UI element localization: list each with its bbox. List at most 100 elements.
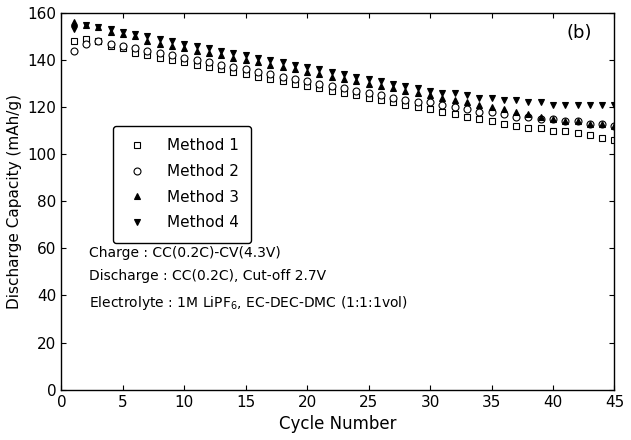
Method 1 — [254, 74, 262, 79]
Method 4 — [414, 86, 422, 91]
Method 2 — [266, 72, 274, 77]
Method 1 — [279, 79, 286, 84]
Line: Method 4: Method 4 — [70, 21, 618, 108]
Method 4 — [451, 90, 459, 95]
Method 3 — [402, 88, 410, 93]
Method 1 — [131, 50, 139, 55]
Line: Method 1: Method 1 — [70, 35, 618, 143]
Method 1 — [304, 83, 311, 88]
Method 2 — [414, 100, 422, 105]
Method 4 — [353, 74, 360, 79]
Method 4 — [365, 76, 372, 81]
Method 2 — [488, 109, 495, 114]
Method 3 — [611, 123, 618, 128]
Method 4 — [304, 64, 311, 70]
Method 1 — [107, 43, 114, 48]
Line: Method 3: Method 3 — [70, 19, 618, 129]
Method 3 — [205, 50, 213, 55]
Method 4 — [439, 90, 446, 95]
Method 3 — [562, 119, 569, 124]
Method 3 — [451, 97, 459, 103]
Method 1 — [598, 135, 606, 140]
Method 1 — [463, 114, 471, 119]
Method 4 — [95, 25, 102, 30]
Method 2 — [107, 41, 114, 46]
Method 4 — [512, 97, 520, 103]
Method 1 — [574, 130, 581, 136]
Method 4 — [266, 57, 274, 62]
Method 2 — [254, 69, 262, 74]
Method 1 — [119, 46, 127, 51]
Method 4 — [377, 79, 385, 84]
Method 4 — [192, 43, 200, 48]
Method 3 — [439, 95, 446, 100]
Method 2 — [156, 50, 163, 55]
Method 3 — [156, 41, 163, 46]
Method 2 — [328, 83, 336, 88]
Method 2 — [524, 114, 532, 119]
Method 1 — [439, 109, 446, 114]
Method 3 — [168, 43, 176, 48]
Method 2 — [119, 43, 127, 48]
Method 3 — [304, 69, 311, 74]
Method 1 — [562, 128, 569, 133]
Method 2 — [549, 116, 557, 121]
Method 1 — [144, 53, 151, 58]
Method 1 — [70, 39, 78, 44]
Method 4 — [574, 102, 581, 107]
Method 1 — [377, 97, 385, 103]
Method 3 — [107, 29, 114, 34]
Method 2 — [205, 60, 213, 65]
Method 4 — [217, 48, 225, 53]
Method 4 — [500, 97, 507, 103]
Method 4 — [144, 34, 151, 39]
Method 1 — [365, 95, 372, 100]
Method 4 — [549, 102, 557, 107]
Method 2 — [304, 79, 311, 84]
Method 3 — [512, 109, 520, 114]
Method 3 — [230, 55, 237, 60]
Method 4 — [131, 32, 139, 37]
Method 4 — [463, 93, 471, 98]
Method 3 — [291, 67, 298, 72]
Method 3 — [524, 112, 532, 117]
Method 4 — [107, 27, 114, 32]
Method 2 — [512, 114, 520, 119]
Method 3 — [279, 64, 286, 70]
Method 1 — [512, 123, 520, 128]
Line: Method 2: Method 2 — [70, 38, 618, 129]
Method 1 — [266, 76, 274, 81]
Method 2 — [70, 48, 78, 53]
Method 3 — [537, 114, 545, 119]
Method 2 — [279, 74, 286, 79]
Method 3 — [119, 32, 127, 37]
Method 2 — [598, 121, 606, 126]
Method 4 — [402, 83, 410, 88]
Method 2 — [131, 46, 139, 51]
Method 3 — [377, 83, 385, 88]
Method 1 — [242, 72, 249, 77]
Method 1 — [192, 62, 200, 67]
Method 2 — [402, 97, 410, 103]
Method 1 — [156, 55, 163, 60]
Method 4 — [328, 69, 336, 74]
Method 3 — [254, 60, 262, 65]
Method 2 — [168, 53, 176, 58]
Method 4 — [562, 102, 569, 107]
Method 4 — [254, 55, 262, 60]
Method 2 — [427, 100, 434, 105]
Text: Charge : CC(0.2C)-CV(4.3V)
Discharge : CC(0.2C), Cut-off 2.7V
Electrolyte : 1M L: Charge : CC(0.2C)-CV(4.3V) Discharge : C… — [89, 246, 408, 312]
Method 4 — [475, 95, 483, 100]
Method 3 — [217, 53, 225, 58]
Method 3 — [598, 121, 606, 126]
Method 1 — [537, 126, 545, 131]
Method 3 — [586, 121, 594, 126]
Method 1 — [549, 128, 557, 133]
Method 3 — [70, 20, 78, 25]
Method 4 — [537, 100, 545, 105]
Method 1 — [340, 90, 348, 95]
Method 2 — [353, 88, 360, 93]
Method 1 — [500, 121, 507, 126]
Method 1 — [353, 93, 360, 98]
Method 1 — [82, 36, 90, 41]
